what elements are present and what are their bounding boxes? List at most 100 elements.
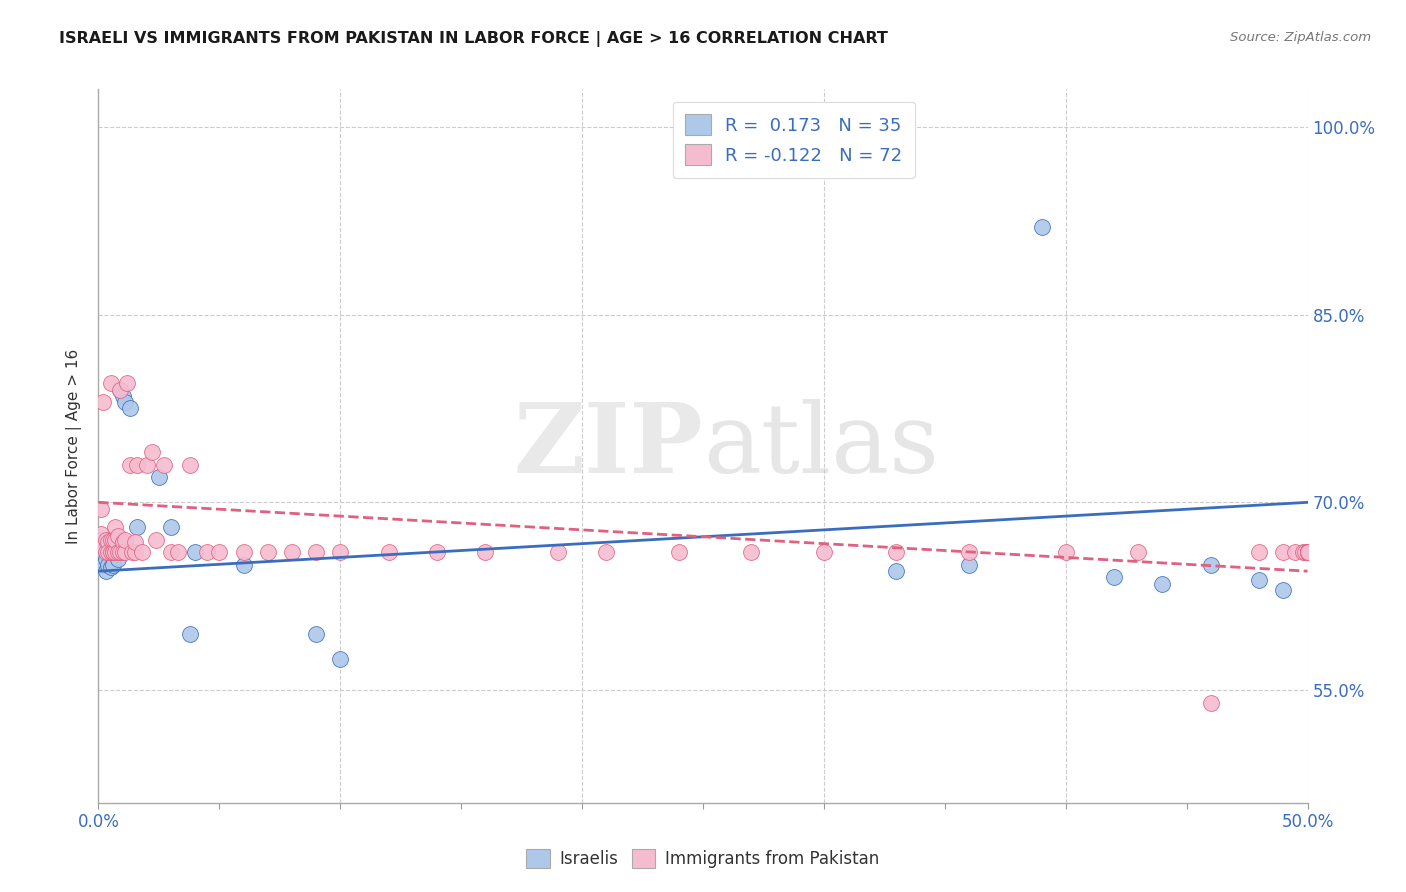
Point <box>114 533 136 547</box>
Point <box>740 545 762 559</box>
Point <box>886 564 908 578</box>
Point <box>97 535 120 549</box>
Point <box>90 501 112 516</box>
Point <box>100 533 122 547</box>
Point <box>91 558 114 572</box>
Point <box>195 545 218 559</box>
Point <box>108 545 131 559</box>
Point <box>1272 545 1295 559</box>
Point <box>1296 545 1319 559</box>
Point <box>101 558 124 572</box>
Text: ISRAELI VS IMMIGRANTS FROM PAKISTAN IN LABOR FORCE | AGE > 16 CORRELATION CHART: ISRAELI VS IMMIGRANTS FROM PAKISTAN IN L… <box>59 31 889 47</box>
Point <box>94 551 117 566</box>
Point <box>281 545 304 559</box>
Point <box>377 545 399 559</box>
Point <box>256 545 278 559</box>
Point <box>305 545 328 559</box>
Point <box>127 458 149 472</box>
Point <box>886 545 908 559</box>
Legend: R =  0.173   N = 35, R = -0.122   N = 72: R = 0.173 N = 35, R = -0.122 N = 72 <box>672 102 915 178</box>
Text: Source: ZipAtlas.com: Source: ZipAtlas.com <box>1230 31 1371 45</box>
Legend: Israelis, Immigrants from Pakistan: Israelis, Immigrants from Pakistan <box>520 842 886 875</box>
Text: ZIP: ZIP <box>513 399 703 493</box>
Point <box>1296 545 1319 559</box>
Point <box>232 545 254 559</box>
Point <box>141 445 163 459</box>
Point <box>595 545 617 559</box>
Point <box>145 533 167 547</box>
Point <box>104 533 127 547</box>
Point <box>232 558 254 572</box>
Point <box>1199 696 1222 710</box>
Point <box>97 545 120 559</box>
Point <box>1152 576 1174 591</box>
Point <box>179 458 201 472</box>
Point <box>107 545 129 559</box>
Point <box>957 558 980 572</box>
Point <box>668 545 690 559</box>
Point <box>1296 545 1319 559</box>
Point <box>127 520 149 534</box>
Point <box>121 545 143 559</box>
Point <box>104 520 127 534</box>
Point <box>111 545 134 559</box>
Point <box>208 545 231 559</box>
Point <box>101 539 124 553</box>
Point <box>124 535 146 549</box>
Point <box>101 545 124 559</box>
Y-axis label: In Labor Force | Age > 16: In Labor Force | Age > 16 <box>66 349 83 543</box>
Point <box>474 545 496 559</box>
Point <box>160 520 183 534</box>
Point <box>90 533 112 547</box>
Point <box>104 545 127 559</box>
Point <box>1296 545 1319 559</box>
Point <box>1284 545 1306 559</box>
Point <box>1249 573 1271 587</box>
Point <box>152 458 174 472</box>
Point <box>1102 570 1125 584</box>
Point <box>107 551 129 566</box>
Point <box>813 545 835 559</box>
Point <box>101 545 124 559</box>
Point <box>90 526 112 541</box>
Point <box>97 539 120 553</box>
Point <box>111 389 134 403</box>
Point <box>305 627 328 641</box>
Point <box>100 376 122 391</box>
Point <box>1296 545 1319 559</box>
Point <box>107 535 129 549</box>
Point <box>118 458 141 472</box>
Point <box>91 545 114 559</box>
Point <box>107 529 129 543</box>
Point <box>148 470 170 484</box>
Point <box>111 535 134 549</box>
Point <box>118 401 141 416</box>
Point <box>1249 545 1271 559</box>
Point <box>957 545 980 559</box>
Point <box>101 533 124 547</box>
Point <box>100 545 122 559</box>
Point <box>1054 545 1077 559</box>
Point <box>1272 582 1295 597</box>
Point <box>104 533 127 547</box>
Point <box>94 545 117 559</box>
Point <box>1199 558 1222 572</box>
Point <box>124 545 146 559</box>
Point <box>1296 545 1319 559</box>
Point <box>1292 545 1315 559</box>
Point <box>114 545 136 559</box>
Point <box>104 545 127 559</box>
Point <box>1031 219 1053 234</box>
Point <box>94 533 117 547</box>
Point <box>184 545 207 559</box>
Point <box>1296 545 1319 559</box>
Point <box>108 383 131 397</box>
Point <box>131 545 153 559</box>
Point <box>160 545 183 559</box>
Point <box>329 545 352 559</box>
Point <box>100 560 122 574</box>
Point <box>1294 545 1316 559</box>
Point <box>426 545 449 559</box>
Point <box>179 627 201 641</box>
Point <box>114 395 136 409</box>
